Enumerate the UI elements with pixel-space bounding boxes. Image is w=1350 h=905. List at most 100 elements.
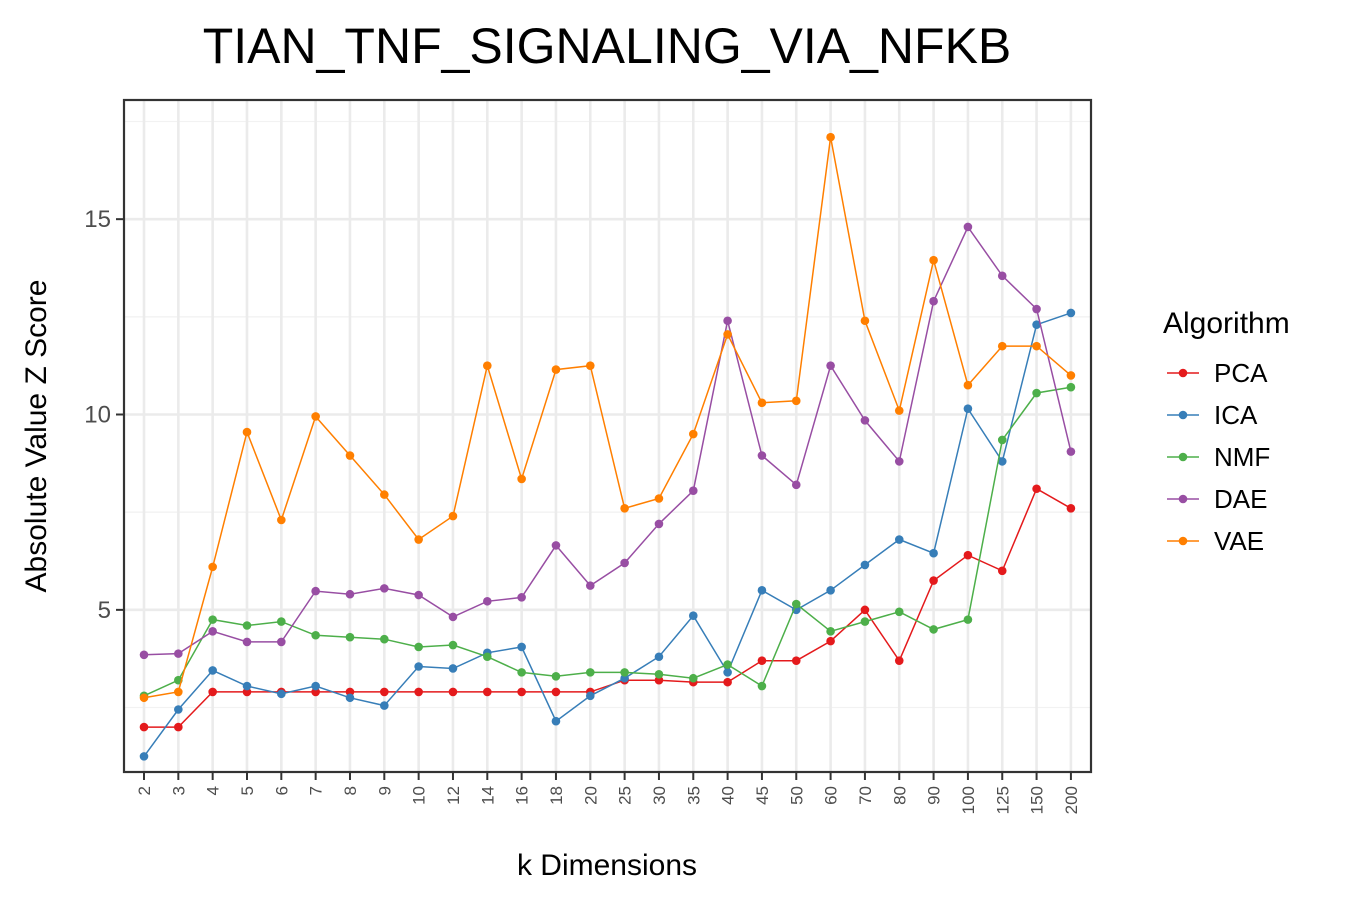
data-point-dae	[139, 650, 149, 660]
x-tick-label: 50	[787, 786, 806, 805]
data-point-ica	[757, 586, 767, 595]
plot-panel-border	[122, 98, 1093, 774]
data-point-nmf	[620, 668, 629, 677]
data-point-vae	[242, 427, 252, 437]
data-point-vae	[277, 515, 286, 525]
y-tick-label: 10	[84, 402, 111, 429]
data-point-vae	[414, 535, 423, 544]
data-point-pca	[551, 687, 561, 697]
data-point-nmf	[277, 617, 286, 626]
data-point-vae	[345, 451, 355, 460]
legend-label-nmf: NMF	[1214, 442, 1270, 472]
series-layer	[139, 132, 1076, 761]
data-point-dae	[277, 637, 286, 647]
x-tick-label: 45	[753, 786, 772, 805]
data-point-ica	[826, 586, 835, 595]
legend-marker-pca	[1178, 368, 1188, 378]
data-point-pca	[208, 687, 217, 697]
data-point-nmf	[860, 617, 870, 626]
data-point-dae	[929, 296, 938, 306]
data-point-vae	[860, 316, 870, 326]
data-point-nmf	[380, 634, 389, 644]
data-point-nmf	[997, 435, 1007, 445]
data-point-pca	[174, 722, 183, 732]
data-point-pca	[757, 656, 767, 665]
data-point-pca	[860, 605, 870, 615]
data-point-nmf	[448, 640, 458, 650]
x-tick-label: 3	[169, 786, 188, 795]
data-point-ica	[551, 716, 561, 726]
data-point-nmf	[585, 668, 595, 677]
data-point-vae	[723, 330, 732, 339]
data-point-ica	[860, 560, 870, 570]
data-point-nmf	[826, 627, 835, 636]
data-point-pca	[1032, 484, 1041, 494]
data-point-vae	[826, 132, 835, 142]
x-tick-label: 90	[925, 786, 944, 805]
data-point-pca	[483, 687, 492, 697]
data-point-nmf	[208, 615, 217, 624]
data-point-ica	[929, 548, 938, 558]
x-tick-label: 70	[856, 786, 875, 805]
data-point-dae	[242, 637, 252, 647]
data-point-nmf	[723, 660, 732, 669]
data-point-nmf	[551, 671, 561, 681]
x-tick-label: 9	[375, 786, 394, 795]
x-tick-label: 30	[650, 786, 669, 805]
x-tick-label: 25	[616, 786, 635, 805]
data-point-nmf	[791, 599, 801, 609]
legend-marker-ica	[1178, 410, 1188, 420]
data-point-nmf	[483, 652, 492, 662]
data-point-nmf	[757, 681, 767, 691]
legend-item-pca: PCA	[1167, 358, 1268, 388]
data-point-nmf	[654, 670, 664, 679]
data-point-ica	[688, 611, 698, 621]
x-tick-label: 40	[719, 786, 738, 805]
x-tick-label: 100	[959, 786, 978, 814]
data-point-vae	[997, 341, 1007, 351]
series-line-nmf	[143, 386, 1072, 697]
series-vae	[139, 132, 1076, 703]
data-point-dae	[620, 558, 629, 568]
data-point-nmf	[517, 668, 526, 677]
data-point-dae	[723, 316, 732, 326]
data-point-dae	[551, 541, 561, 550]
data-point-nmf	[894, 607, 904, 617]
data-point-ica	[277, 689, 286, 699]
data-point-nmf	[414, 642, 423, 652]
data-point-ica	[380, 701, 389, 710]
data-point-vae	[1066, 371, 1076, 380]
data-point-nmf	[963, 615, 973, 624]
data-point-ica	[174, 705, 183, 714]
data-point-dae	[1032, 304, 1041, 314]
data-point-vae	[174, 687, 183, 697]
data-point-vae	[448, 511, 458, 521]
data-point-vae	[311, 412, 320, 421]
legend-marker-nmf	[1178, 452, 1188, 462]
data-point-dae	[654, 519, 664, 529]
x-tick-label: 35	[684, 786, 703, 805]
data-point-dae	[963, 222, 973, 232]
data-point-ica	[242, 681, 252, 691]
data-point-pca	[448, 687, 458, 697]
legend-label-vae: VAE	[1214, 526, 1264, 556]
x-tick-label: 5	[238, 786, 257, 795]
data-point-vae	[791, 396, 801, 406]
series-line-dae	[143, 225, 1072, 656]
data-point-nmf	[311, 630, 320, 640]
legend-marker-vae	[1178, 536, 1188, 546]
legend-item-vae: VAE	[1167, 526, 1264, 556]
data-point-pca	[826, 636, 835, 646]
series-ica	[139, 308, 1076, 761]
x-tick-label: 12	[444, 786, 463, 805]
data-point-pca	[791, 656, 801, 665]
data-point-ica	[585, 691, 595, 701]
data-point-dae	[174, 649, 183, 658]
data-point-vae	[517, 474, 526, 484]
legend: Algorithm PCA ICA NMF DAE VAE	[1163, 307, 1290, 556]
x-tick-label: 20	[581, 786, 600, 805]
x-tick-label: 16	[513, 786, 532, 805]
x-tick-label: 7	[307, 786, 326, 795]
series-line-ica	[143, 312, 1072, 757]
data-point-ica	[997, 457, 1007, 466]
